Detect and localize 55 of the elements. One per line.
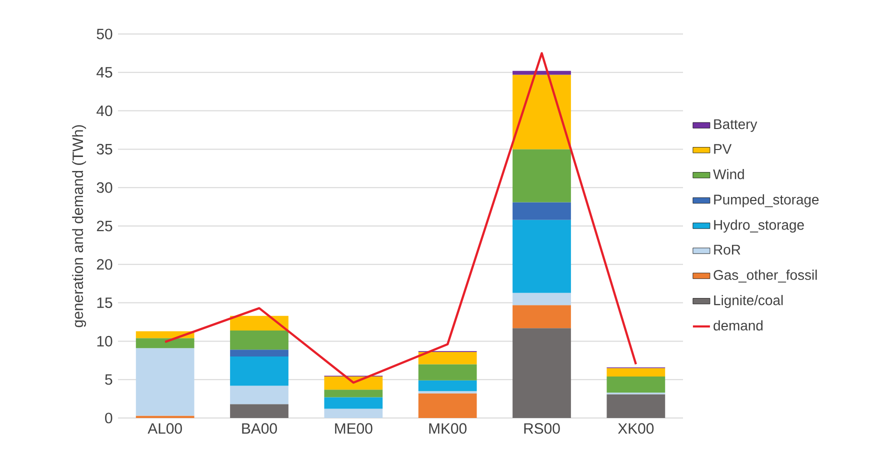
bar [606,368,666,377]
y-tick-label: 0 [105,412,112,424]
x-tick-label: AL00 [148,423,182,434]
y-tick-label: 50 [96,28,112,40]
x-tick-label: ME00 [335,423,372,434]
bar [324,376,383,390]
bar [418,364,477,380]
bar [324,397,383,409]
bar [230,330,288,350]
y-tick-label: 35 [96,144,112,154]
bar [512,292,571,306]
bar [418,380,477,392]
bar [606,376,666,393]
bar [230,350,288,357]
x-tick-label: XK00 [618,423,654,434]
y-tick-label: 5 [105,374,112,385]
x-tick-label: RS00 [524,423,560,434]
bar [230,356,288,386]
bar [230,404,288,418]
y-tick-label: 30 [96,182,112,193]
bar [136,331,194,338]
bar [512,220,571,293]
bar [512,74,571,150]
y-tick-label: 15 [97,298,112,308]
y-axis-title: generation and demand (TWh) [72,125,86,328]
bar [418,352,477,364]
bar [512,305,571,328]
bar [512,149,571,202]
legend-label: Hydro_storage [714,220,804,233]
bar [512,202,571,220]
y-tick-label: 45 [96,67,112,78]
x-tick-label: BA00 [242,423,277,434]
legend-label: Lignite/coal [714,294,783,308]
legend-label: PV [714,144,732,154]
y-tick-label: 25 [96,220,112,232]
legend-label: demand [714,320,763,331]
y-tick-label: 20 [96,259,112,270]
bar [606,394,666,418]
legend-label: Gas_other_fossil [714,270,817,283]
y-tick-label: 40 [96,106,112,116]
x-tick-label: MK00 [429,423,467,434]
bar [230,316,288,330]
legend-label: Wind [713,168,744,180]
line-series [164,52,638,384]
bar [230,386,288,404]
bar [324,408,383,418]
legend-label: RoR [714,244,740,255]
bar [136,338,194,348]
bar [136,348,194,416]
bar [418,393,477,418]
y-tick-label: 10 [97,336,112,346]
bar [324,390,383,398]
legend-label: Battery [714,119,758,132]
legend-label: Pumped_storage [714,194,819,208]
bar [512,328,571,418]
